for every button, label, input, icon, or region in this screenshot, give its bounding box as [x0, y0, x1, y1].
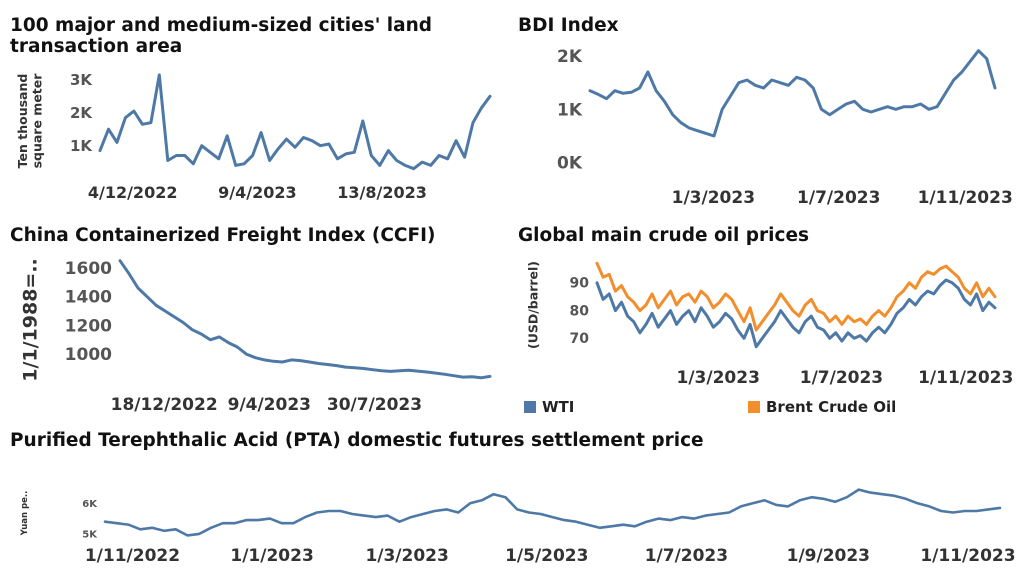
oil-series-line-wti: [595, 278, 997, 349]
land-ylabel: square meter: [30, 73, 45, 169]
oil-ytick-label: 80: [570, 303, 590, 319]
pta-xtick-label: 1/11/2022: [85, 546, 180, 566]
pta-chart-title: Purified Terephthalic Acid (PTA) domesti…: [10, 430, 704, 451]
pta-xtick-label: 1/7/2023: [645, 546, 728, 566]
bdi-ytick-label: 0K: [557, 154, 583, 174]
oil-ytick-label: 70: [570, 331, 590, 347]
oil-legend-wti: WTI: [524, 398, 574, 416]
oil-legend-wti-label: WTI: [542, 398, 575, 416]
wti-swatch: [524, 401, 536, 413]
brent-swatch: [748, 401, 760, 413]
bdi-xtick-label: 1/11/2023: [918, 188, 1013, 208]
land-series-line: [98, 73, 492, 171]
land-xtick-label: 13/8/2023: [337, 183, 427, 202]
bdi-xtick-label: 1/7/2023: [797, 188, 880, 208]
ccfi-xtick-label: 18/12/2022: [111, 395, 218, 415]
pta-series-line: [103, 488, 1002, 537]
pta-ytick-label: 6K: [82, 499, 98, 510]
land-ytick-label: 1K: [70, 137, 93, 155]
land-xtick-label: 9/4/2023: [218, 183, 296, 202]
oil-xtick-label: 1/7/2023: [800, 368, 883, 388]
bdi-xtick-label: 1/3/2023: [672, 188, 755, 208]
ccfi-series-line: [118, 259, 492, 380]
oil-legend-brent-label: Brent Crude Oil: [766, 398, 897, 416]
pta-xtick-label: 1/5/2023: [505, 546, 588, 566]
oil-series-line-brent-crude-oil: [595, 261, 997, 332]
land-ytick-label: 3K: [70, 71, 93, 89]
bdi-ytick-label: 1K: [557, 100, 583, 120]
bdi-chart-title: BDI Index: [518, 15, 619, 36]
ccfi-ytick-label: 1400: [65, 288, 112, 308]
oil-legend-brent: Brent Crude Oil: [748, 398, 896, 416]
pta-xtick-label: 1/9/2023: [787, 546, 870, 566]
ccfi-chart-title: China Containerized Freight Index (CCFI): [10, 225, 436, 246]
land-ylabel: Ten thousand: [15, 74, 30, 169]
pta-xtick-label: 1/11/2023: [920, 546, 1015, 566]
oil-ytick-label: 90: [570, 276, 590, 292]
land-ytick-label: 2K: [70, 104, 93, 122]
pta-xtick-label: 1/1/2023: [230, 546, 313, 566]
ccfi-ytick-label: 1000: [65, 345, 112, 365]
ccfi-ytick-label: 1600: [65, 259, 112, 279]
pta-ylabel: Yuan pe..: [20, 491, 30, 537]
ccfi-ylabel: 1/1/1988=..: [20, 258, 42, 382]
oil-xtick-label: 1/11/2023: [918, 368, 1013, 388]
oil-chart-title: Global main crude oil prices: [518, 225, 810, 246]
land-chart-title: 100 major and medium-sized cities' land …: [10, 15, 433, 58]
ccfi-xtick-label: 9/4/2023: [228, 395, 311, 415]
oil-xtick-label: 1/3/2023: [677, 368, 760, 388]
ccfi-ytick-label: 1200: [65, 316, 112, 336]
pta-ytick-label: 5K: [82, 529, 98, 540]
land-xtick-label: 4/12/2022: [88, 183, 178, 202]
oil-ylabel: (USD/barrel): [525, 261, 540, 349]
pta-xtick-label: 1/3/2023: [365, 546, 448, 566]
bdi-series-line: [588, 49, 997, 138]
ccfi-xtick-label: 30/7/2023: [327, 395, 422, 415]
bdi-ytick-label: 2K: [557, 47, 583, 67]
